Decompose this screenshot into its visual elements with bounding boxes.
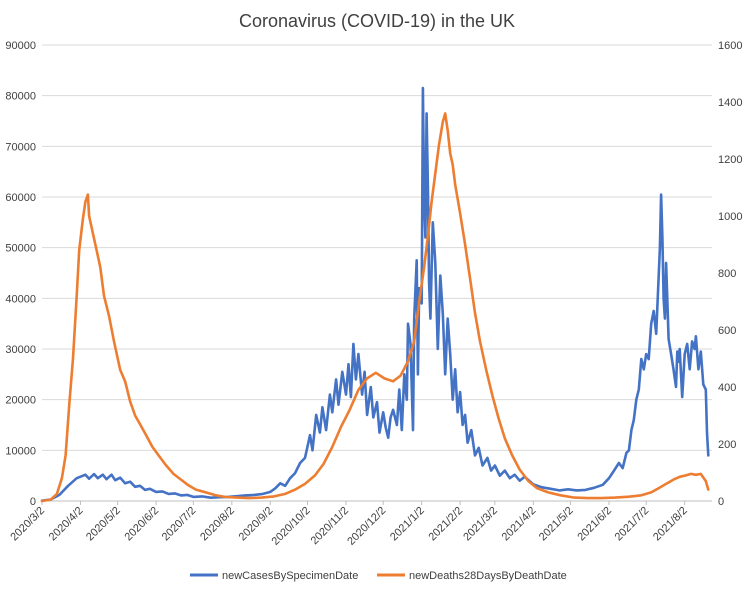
y-tick-label-right: 600 bbox=[718, 325, 736, 337]
legend-label-cases: newCasesBySpecimenDate bbox=[222, 570, 358, 582]
y-tick-label-left: 10000 bbox=[5, 445, 36, 457]
y-tick-label-left: 30000 bbox=[5, 344, 36, 356]
axes: 0100002000030000400005000060000700008000… bbox=[5, 40, 742, 548]
y-tick-label-right: 200 bbox=[718, 439, 736, 451]
y-tick-label-left: 70000 bbox=[5, 141, 36, 153]
series-lines bbox=[40, 86, 710, 503]
x-tick-label: 2020/6/2 bbox=[123, 505, 162, 544]
series-line-deaths bbox=[40, 112, 710, 503]
x-tick-label: 2021/2/2 bbox=[426, 505, 465, 544]
gridlines bbox=[42, 44, 712, 451]
y-tick-label-left: 20000 bbox=[5, 395, 36, 407]
x-tick-label: 2021/1/2 bbox=[388, 505, 427, 544]
x-tick-label: 2020/5/2 bbox=[84, 505, 123, 544]
x-tick-label: 2021/6/2 bbox=[575, 505, 614, 544]
x-tick-label: 2020/7/2 bbox=[160, 505, 199, 544]
y-tick-label-left: 60000 bbox=[5, 192, 36, 204]
x-tick-label: 2020/12/2 bbox=[345, 505, 388, 548]
x-tick-label: 2021/3/2 bbox=[461, 505, 500, 544]
y-tick-label-right: 800 bbox=[718, 268, 736, 280]
y-tick-label-right: 1000 bbox=[718, 211, 742, 223]
y-tick-label-right: 1400 bbox=[718, 97, 742, 109]
y-tick-label-left: 50000 bbox=[5, 243, 36, 255]
legend-label-deaths: newDeaths28DaysByDeathDate bbox=[409, 570, 567, 582]
y-tick-label-right: 0 bbox=[718, 496, 724, 508]
y-tick-label-left: 80000 bbox=[5, 91, 36, 103]
y-tick-label-left: 0 bbox=[30, 496, 36, 508]
x-tick-label: 2020/9/2 bbox=[237, 505, 276, 544]
x-tick-label: 2020/4/2 bbox=[47, 505, 86, 544]
x-tick-label: 2020/11/2 bbox=[309, 505, 352, 548]
chart-title: Coronavirus (COVID-19) in the UK bbox=[239, 11, 515, 31]
y-tick-label-right: 400 bbox=[718, 382, 736, 394]
x-tick-label: 2021/8/2 bbox=[651, 505, 690, 544]
y-tick-label-right: 1600 bbox=[718, 40, 742, 52]
x-tick-label: 2021/7/2 bbox=[613, 505, 652, 544]
x-tick-label: 2021/4/2 bbox=[500, 505, 539, 544]
y-tick-label-left: 40000 bbox=[5, 293, 36, 305]
series-line-cases bbox=[40, 86, 710, 503]
x-tick-label: 2020/8/2 bbox=[198, 505, 237, 544]
x-tick-label: 2020/10/2 bbox=[270, 505, 313, 548]
legend: newCasesBySpecimenDate newDeaths28DaysBy… bbox=[190, 570, 567, 582]
x-tick-label: 2020/3/2 bbox=[8, 505, 47, 544]
y-tick-label-left: 90000 bbox=[5, 40, 36, 52]
x-tick-label: 2021/5/2 bbox=[537, 505, 576, 544]
y-tick-label-right: 1200 bbox=[718, 154, 742, 166]
